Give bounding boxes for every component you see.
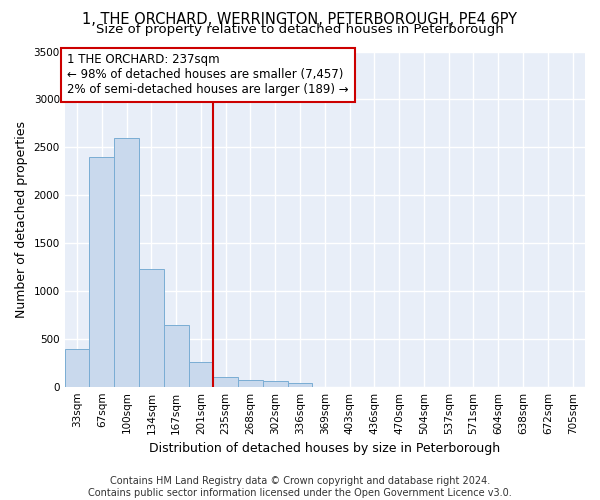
Bar (139, 269, 164, 386)
Bar (214, 377, 238, 386)
Y-axis label: Number of detached properties: Number of detached properties (15, 120, 28, 318)
Bar (164, 326, 188, 386)
Bar (188, 362, 214, 386)
Text: Size of property relative to detached houses in Peterborough: Size of property relative to detached ho… (96, 22, 504, 36)
Bar (89, 157, 114, 386)
Text: 1 THE ORCHARD: 237sqm
← 98% of detached houses are smaller (7,457)
2% of semi-de: 1 THE ORCHARD: 237sqm ← 98% of detached … (67, 54, 349, 96)
Bar (263, 381, 287, 386)
Text: Contains HM Land Registry data © Crown copyright and database right 2024.
Contai: Contains HM Land Registry data © Crown c… (88, 476, 512, 498)
Text: 1, THE ORCHARD, WERRINGTON, PETERBOROUGH, PE4 6PY: 1, THE ORCHARD, WERRINGTON, PETERBOROUGH… (83, 12, 517, 28)
Bar (65, 350, 89, 387)
Bar (287, 383, 313, 386)
X-axis label: Distribution of detached houses by size in Peterborough: Distribution of detached houses by size … (149, 442, 500, 455)
Bar (238, 380, 263, 386)
Bar (114, 138, 139, 386)
